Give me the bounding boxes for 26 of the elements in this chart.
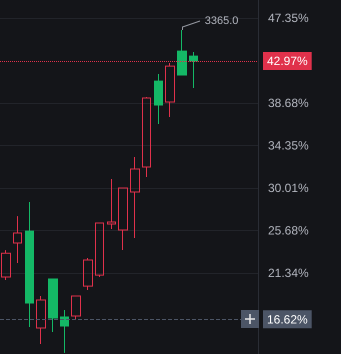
candlestick [71, 296, 81, 320]
candlestick [154, 74, 163, 125]
y-tick-label: 21.34% [268, 266, 310, 280]
candlestick [107, 178, 116, 230]
y-tick-label: 34.35% [268, 138, 310, 152]
candlestick [142, 96, 151, 178]
candlestick [36, 295, 46, 344]
candlestick [189, 52, 198, 89]
candlestick [1, 250, 11, 280]
candlestick [13, 216, 22, 264]
candlestick [177, 30, 187, 76]
candlestick [25, 202, 34, 328]
ref-line-label: 42.97% [267, 54, 308, 68]
candlestick [48, 278, 58, 333]
y-tick-label: 38.68% [268, 96, 310, 110]
y-tick-label: 25.68% [268, 223, 310, 238]
annotation: 3365.0 [204, 15, 238, 27]
candlestick [118, 188, 128, 250]
y-tick-label: 47.35% [268, 11, 310, 26]
candlestick [130, 156, 140, 239]
candlestick [95, 222, 104, 278]
ref-line-label: 16.62% [267, 312, 308, 326]
candlestick [83, 258, 93, 290]
candlestick [165, 62, 175, 118]
candlestick [60, 309, 69, 354]
y-tick-label: 30.01% [268, 181, 310, 196]
